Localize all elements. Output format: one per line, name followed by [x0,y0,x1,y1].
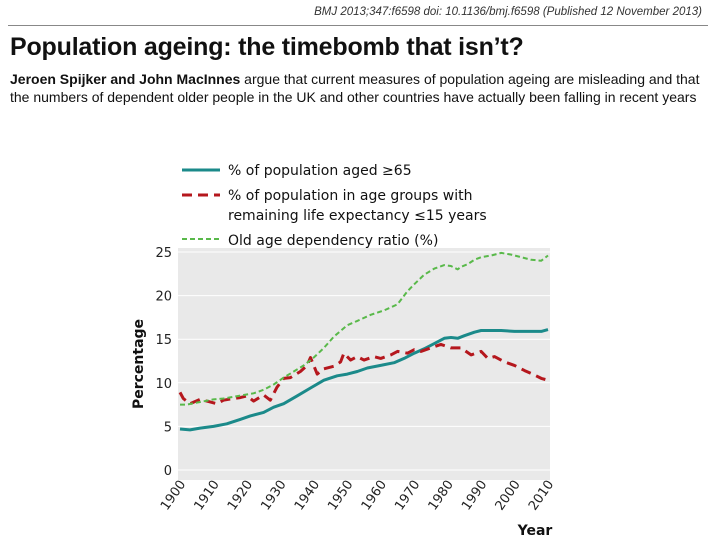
gridlines [178,251,550,471]
article-title: Population ageing: the timebomb that isn… [10,33,524,61]
x-tick-label: 1960 [359,478,390,514]
x-tick-labels: 1900 1910 1920 1930 1940 1950 1960 1970 1980 1990… [158,478,557,514]
y-tick-label: 0 [164,464,172,479]
y-axis-title: Percentage [131,319,147,409]
y-tick-labels: 0 5 10 15 20 25 [155,246,172,479]
standfirst-text: argue that current measures of populatio… [10,71,700,105]
header-divider [8,25,708,26]
x-tick-label: 2010 [526,478,557,514]
x-tick-label: 1910 [191,478,222,514]
y-tick-label: 20 [155,290,172,305]
x-tick-label: 1920 [225,478,256,514]
series-line-1 [178,342,549,406]
standfirst-authors: Jeroen Spijker and John MacInnes [10,71,241,87]
x-tick-label: 1900 [158,478,189,514]
citation: BMJ 2013;347:f6598 doi: 10.1136/bmj.f659… [314,6,702,18]
series-lines [178,251,549,432]
x-tick-label: 1990 [459,478,490,514]
legend-label-1: % of population in age groups with remain… [228,188,487,224]
x-tick-label: 1980 [426,478,457,514]
standfirst: Jeroen Spijker and John MacInnes argue t… [10,70,710,106]
plot-area [178,248,550,480]
y-tick-label: 10 [155,377,172,392]
legend-label-2: Old age dependency ratio (%) [228,233,438,249]
y-tick-label: 25 [155,246,172,261]
legend-label-0: % of population aged ≥65 [228,163,412,179]
series-line-0 [179,328,549,432]
x-tick-label: 1970 [392,478,423,514]
x-axis-title: Year [517,523,553,539]
y-tick-label: 15 [155,333,172,348]
series-line-2 [180,251,549,406]
legend: % of population aged ≥65 % of population … [182,163,487,249]
x-tick-label: 1930 [258,478,289,514]
y-tick-label: 5 [164,420,172,435]
x-tick-label: 2000 [493,478,524,514]
x-tick-label: 1940 [292,478,323,514]
x-tick-label: 1950 [325,478,356,514]
